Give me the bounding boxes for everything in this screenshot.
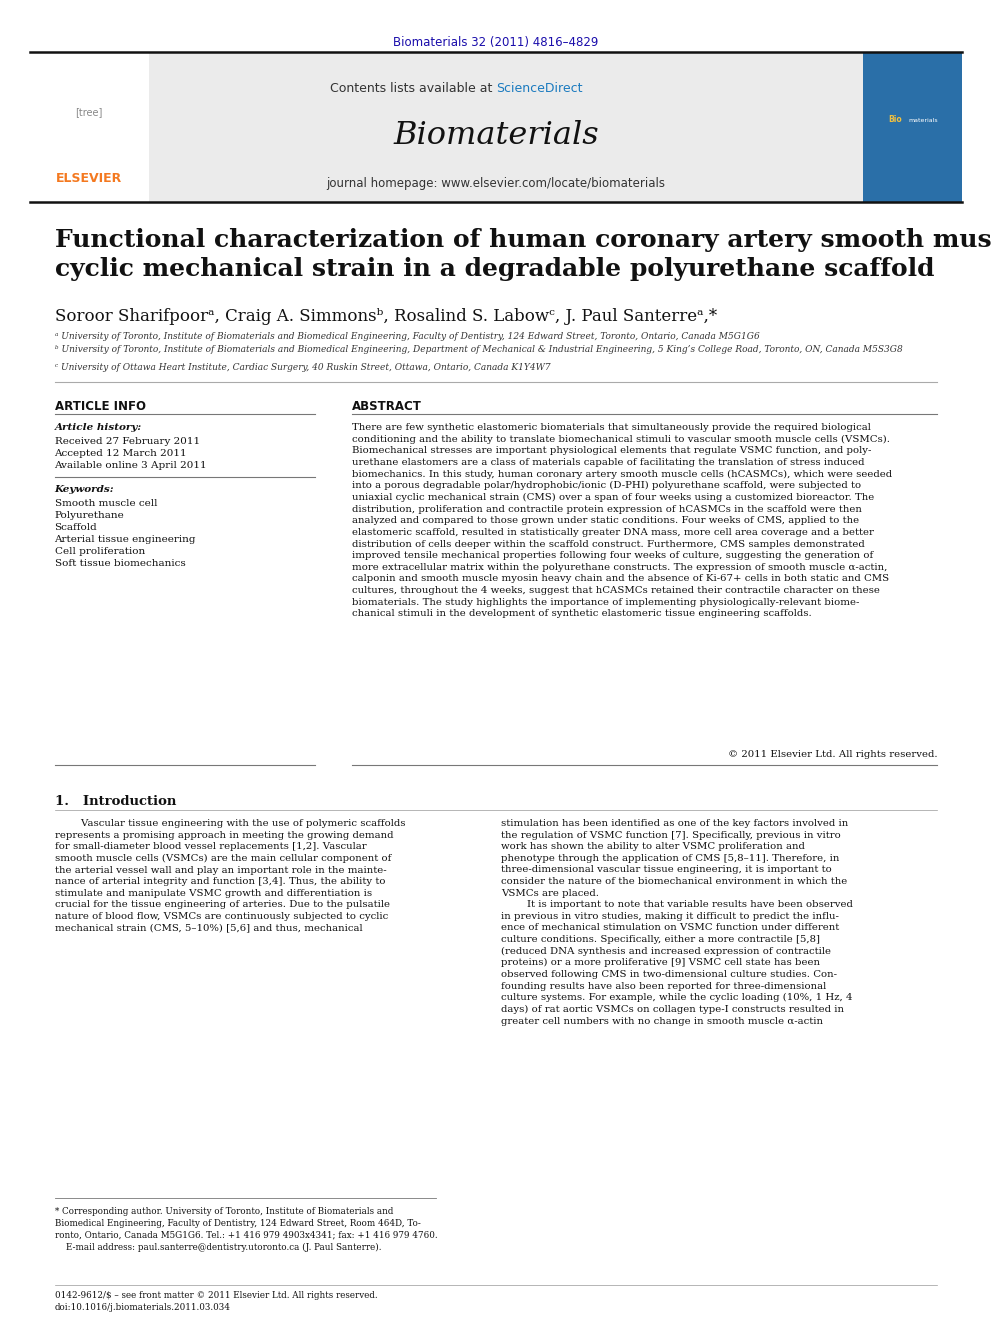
Text: Polyurethane: Polyurethane <box>55 511 124 520</box>
Text: Available online 3 April 2011: Available online 3 April 2011 <box>55 460 207 470</box>
Text: materials: materials <box>909 118 938 123</box>
Text: Arterial tissue engineering: Arterial tissue engineering <box>55 534 196 544</box>
Text: ABSTRACT: ABSTRACT <box>352 400 422 413</box>
Text: Biomaterials 32 (2011) 4816–4829: Biomaterials 32 (2011) 4816–4829 <box>393 36 599 49</box>
Text: ᵇ University of Toronto, Institute of Biomaterials and Biomedical Engineering, D: ᵇ University of Toronto, Institute of Bi… <box>55 345 903 355</box>
Text: * Corresponding author. University of Toronto, Institute of Biomaterials and
Bio: * Corresponding author. University of To… <box>55 1207 437 1252</box>
Text: Received 27 February 2011: Received 27 February 2011 <box>55 437 199 446</box>
Text: ᵃ University of Toronto, Institute of Biomaterials and Biomedical Engineering, F: ᵃ University of Toronto, Institute of Bi… <box>55 332 759 341</box>
Text: 0142-9612/$ – see front matter © 2011 Elsevier Ltd. All rights reserved.
doi:10.: 0142-9612/$ – see front matter © 2011 El… <box>55 1291 377 1312</box>
Text: journal homepage: www.elsevier.com/locate/biomaterials: journal homepage: www.elsevier.com/locat… <box>326 176 666 189</box>
Text: Scaffold: Scaffold <box>55 523 97 532</box>
Text: Soroor Sharifpoorᵃ, Craig A. Simmonsᵇ, Rosalind S. Labowᶜ, J. Paul Santerreᵃ,*: Soroor Sharifpoorᵃ, Craig A. Simmonsᵇ, R… <box>55 308 716 325</box>
Text: 1.   Introduction: 1. Introduction <box>55 795 176 808</box>
Text: Functional characterization of human coronary artery smooth muscle cells under
c: Functional characterization of human cor… <box>55 228 992 280</box>
Text: There are few synthetic elastomeric biomaterials that simultaneously provide the: There are few synthetic elastomeric biom… <box>352 423 892 618</box>
Bar <box>30 52 149 202</box>
Text: [tree]: [tree] <box>75 107 103 116</box>
Bar <box>863 52 962 202</box>
Text: ARTICLE INFO: ARTICLE INFO <box>55 400 146 413</box>
Text: Contents lists available at: Contents lists available at <box>329 82 496 94</box>
Text: Accepted 12 March 2011: Accepted 12 March 2011 <box>55 448 187 458</box>
Text: Soft tissue biomechanics: Soft tissue biomechanics <box>55 560 186 568</box>
Text: Bio: Bio <box>888 115 902 124</box>
Text: Vascular tissue engineering with the use of polymeric scaffolds
represents a pro: Vascular tissue engineering with the use… <box>55 819 405 933</box>
Text: stimulation has been identified as one of the key factors involved in
the regula: stimulation has been identified as one o… <box>501 819 853 1025</box>
Text: Article history:: Article history: <box>55 423 142 433</box>
Text: Smooth muscle cell: Smooth muscle cell <box>55 499 157 508</box>
Text: ᶜ University of Ottawa Heart Institute, Cardiac Surgery, 40 Ruskin Street, Ottaw: ᶜ University of Ottawa Heart Institute, … <box>55 363 551 372</box>
Text: © 2011 Elsevier Ltd. All rights reserved.: © 2011 Elsevier Ltd. All rights reserved… <box>728 750 937 759</box>
Text: Cell proliferation: Cell proliferation <box>55 546 145 556</box>
Bar <box>149 52 863 202</box>
Text: ELSEVIER: ELSEVIER <box>57 172 122 184</box>
Text: Keywords:: Keywords: <box>55 486 114 493</box>
Text: Biomaterials: Biomaterials <box>393 119 599 151</box>
Text: ScienceDirect: ScienceDirect <box>496 82 582 94</box>
